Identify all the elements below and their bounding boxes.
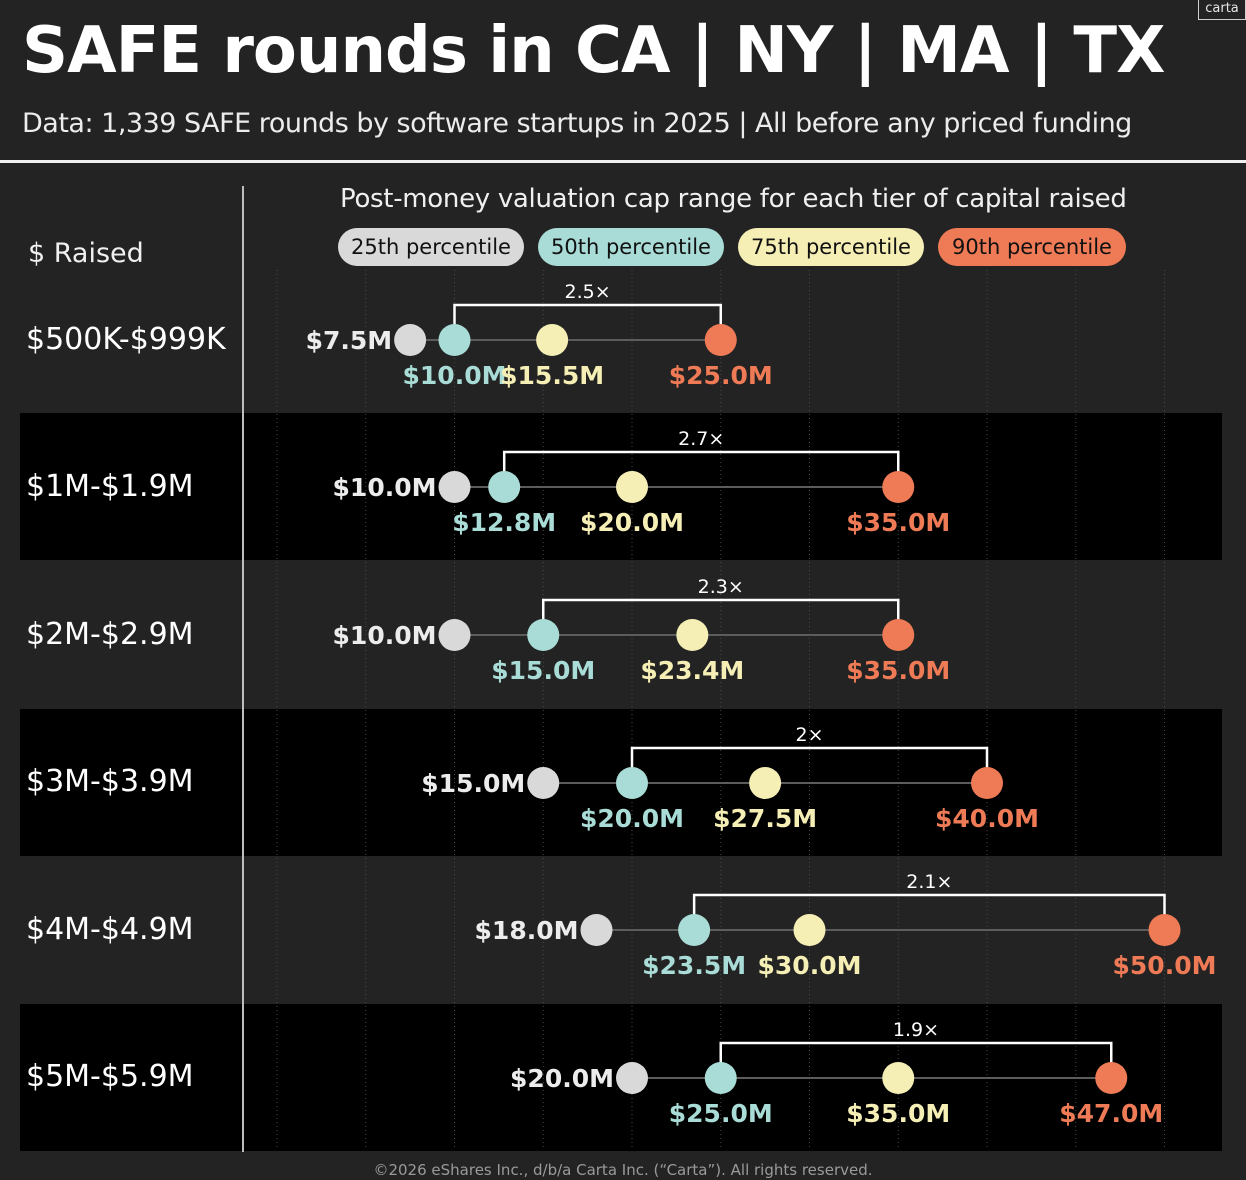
multiple-label: 2× — [795, 724, 823, 746]
percentile-dot-p90 — [704, 324, 737, 356]
percentile-dot-p75 — [676, 619, 709, 651]
value-label-p75: $35.0M — [846, 1099, 950, 1128]
percentile-dot-p90 — [1095, 1062, 1128, 1094]
percentile-dot-p50 — [527, 619, 560, 651]
percentile-dot-p25 — [394, 324, 427, 356]
percentile-dot-p25 — [438, 471, 471, 503]
value-label-p50: $12.8M — [452, 508, 556, 537]
dot-row: 1.9× $20.0M $25.0M $35.0M $47.0M — [510, 1019, 1163, 1128]
value-label-p75: $20.0M — [580, 508, 684, 537]
percentile-dot-p90 — [971, 767, 1003, 799]
value-label-p50: $20.0M — [580, 804, 684, 833]
percentile-dot-p50 — [678, 914, 711, 946]
value-label-p90: $25.0M — [669, 361, 773, 390]
multiple-bracket — [542, 598, 900, 627]
chart-title: Post-money valuation cap range for each … — [340, 184, 1127, 214]
value-label-p50: $10.0M — [403, 361, 507, 390]
value-label-p25: $7.5M — [306, 326, 393, 355]
value-label-p25: $10.0M — [333, 621, 437, 650]
percentile-dot-p75 — [749, 767, 782, 799]
value-label-p75: $30.0M — [758, 951, 862, 980]
row-label: $500K-$999K — [26, 322, 226, 357]
row-label: $4M-$4.9M — [26, 912, 194, 947]
value-label-p75: $27.5M — [713, 804, 817, 833]
legend-item-50th: 50th percentile — [538, 228, 724, 266]
value-label-p90: $35.0M — [846, 508, 950, 537]
dot-row: 2.3× $10.0M $15.0M $23.4M $35.0M — [333, 576, 951, 685]
row-label: $5M-$5.9M — [26, 1059, 194, 1094]
dot-row: 2× $15.0M $20.0M $27.5M $40.0M — [421, 724, 1039, 833]
value-label-p25: $10.0M — [333, 473, 437, 502]
multiple-label: 2.3× — [698, 576, 744, 598]
copyright-footer: ©2026 eShares Inc., d/b/a Carta Inc. (“C… — [373, 1161, 873, 1179]
percentile-dot-p25 — [438, 619, 471, 651]
percentile-dot-p50 — [616, 767, 648, 799]
multiple-bracket — [719, 1041, 1113, 1070]
multiple-label: 2.5× — [565, 281, 611, 303]
label-column-divider — [242, 186, 244, 1152]
percentile-dot-p90 — [882, 619, 915, 651]
y-axis-label: $ Raised — [28, 238, 144, 269]
page-title: SAFE rounds in CA | NY | MA | TX — [22, 14, 1165, 88]
value-label-p25: $15.0M — [421, 769, 525, 798]
value-label-p50: $15.0M — [491, 656, 595, 685]
percentile-dot-p90 — [1148, 914, 1181, 946]
percentile-dot-p75 — [536, 324, 569, 356]
page-subtitle: Data: 1,339 SAFE rounds by software star… — [22, 108, 1132, 139]
row-label: $3M-$3.9M — [26, 764, 194, 799]
percentile-dot-p50 — [488, 471, 521, 503]
multiple-bracket — [692, 893, 1166, 922]
value-label-p25: $20.0M — [510, 1064, 614, 1093]
multiple-bracket — [502, 450, 900, 479]
value-label-p75: $15.5M — [500, 361, 604, 390]
legend-item-75th: 75th percentile — [738, 228, 924, 266]
dot-row: 2.7× $10.0M $12.8M $20.0M $35.0M — [333, 428, 951, 537]
percentile-dot-p50 — [438, 324, 471, 356]
percentile-dot-p75 — [793, 914, 826, 946]
percentile-dot-p25 — [616, 1062, 648, 1094]
percentile-dot-p25 — [580, 914, 613, 946]
legend-item-90th: 90th percentile — [938, 228, 1126, 266]
value-label-p90: $40.0M — [935, 804, 1039, 833]
value-label-p75: $23.4M — [640, 656, 744, 685]
gridlines — [276, 270, 1165, 1150]
value-label-p90: $50.0M — [1113, 951, 1217, 980]
header-divider — [0, 160, 1246, 163]
dot-row: 2.1× $18.0M $23.5M $30.0M $50.0M — [475, 871, 1217, 980]
multiple-bracket — [630, 746, 989, 775]
percentile-dot-p75 — [882, 1062, 915, 1094]
percentile-dot-p90 — [882, 471, 915, 503]
multiple-label: 1.9× — [893, 1019, 939, 1041]
dot-row: 2.5× $7.5M $10.0M$15.5M $25.0M — [306, 281, 773, 390]
value-label-p50: $23.5M — [642, 951, 746, 980]
multiple-label: 2.7× — [678, 428, 724, 450]
value-label-p50: $25.0M — [669, 1099, 773, 1128]
multiple-label: 2.1× — [906, 871, 952, 893]
value-label-p25: $18.0M — [475, 916, 579, 945]
multiple-bracket — [453, 303, 722, 332]
value-label-p90: $35.0M — [846, 656, 950, 685]
value-label-p90: $47.0M — [1059, 1099, 1163, 1128]
percentile-dot-p50 — [704, 1062, 737, 1094]
legend-item-25th: 25th percentile — [338, 228, 524, 266]
row-label: $2M-$2.9M — [26, 617, 194, 652]
percentile-dot-p75 — [616, 471, 648, 503]
row-label: $1M-$1.9M — [26, 469, 194, 504]
percentile-dot-p25 — [527, 767, 560, 799]
